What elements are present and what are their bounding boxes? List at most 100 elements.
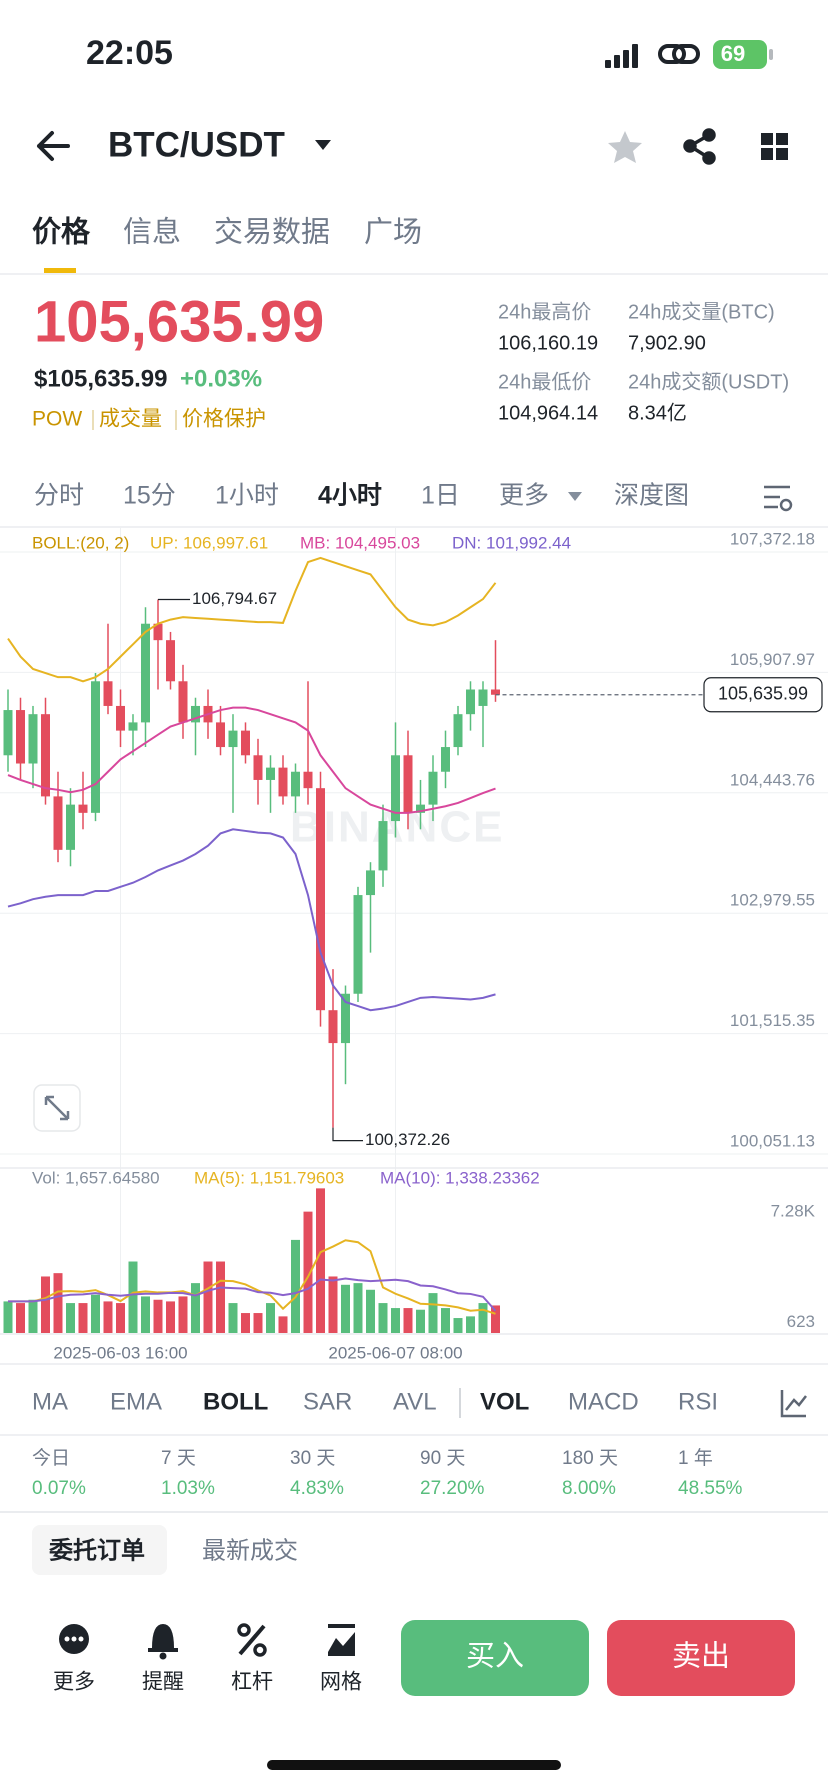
candle-body [391,755,400,822]
candle-body [53,796,63,850]
candle-body [91,681,100,813]
layout-button[interactable] [761,133,788,160]
volume-bar [28,1299,38,1333]
share-button[interactable] [683,128,716,165]
interval[interactable]: 更多 [499,482,549,510]
candle-body [453,714,463,748]
volume-bar [103,1301,113,1333]
usd-price: $105,635.99 [34,365,167,392]
volume-bar [316,1188,325,1333]
candle-body [228,730,238,748]
candle-body [266,767,275,780]
volume-bar [16,1303,25,1333]
stat-label: 24h成交量(BTC) [628,300,775,323]
indicator-line [7,828,496,1012]
last-price-box [703,677,823,713]
tab[interactable]: 广场 [364,216,422,249]
order-tab-active[interactable] [32,1525,167,1575]
volume-bar [403,1308,413,1333]
candle-body [441,747,450,772]
volume-bar [241,1313,250,1333]
volume-bar [491,1305,500,1333]
sell-label[interactable]: 卖出 [672,1640,730,1673]
volume-bar [178,1296,188,1333]
price-tag[interactable]: 价格保护 [182,408,266,431]
volume-bar [278,1316,288,1333]
volume-bar [428,1293,438,1333]
more-dropdown[interactable] [568,492,582,501]
indicator-tab[interactable]: VOL [480,1388,529,1415]
volume-bar [91,1294,100,1333]
interval[interactable]: 15分 [123,482,176,510]
battery: 69 [713,40,773,69]
candle-body [28,714,38,764]
indicator-tab[interactable]: SAR [303,1388,352,1415]
candle-body [216,722,225,748]
candle-body [328,1010,338,1044]
order-tab[interactable]: 委托订单 [48,1537,145,1564]
candle-body [403,755,413,813]
volume-bar [141,1296,150,1333]
y-tick-label: 100,051.13 [730,1131,815,1150]
pair-dropdown[interactable] [315,140,331,150]
price-tag[interactable]: POW [32,408,82,431]
back-button[interactable] [37,131,70,161]
interval[interactable]: 深度图 [614,482,689,510]
interval[interactable]: 分时 [34,482,84,510]
indicator-tab[interactable]: BOLL [203,1388,268,1415]
y-tick-label: 102,979.55 [730,891,815,910]
interval[interactable]: 1小时 [215,482,279,510]
y-tick-label: 105,907.97 [730,650,815,669]
indicator-settings[interactable] [780,1390,807,1418]
chart-settings[interactable] [764,485,793,512]
battery-level: 69 [721,41,745,66]
toolbar-label[interactable]: 网格 [320,1671,362,1694]
perf-label: 90 天 [420,1448,465,1469]
expand-button[interactable] [33,1084,81,1132]
candle-body [103,681,113,706]
candle-body [416,804,425,813]
tab[interactable]: 交易数据 [214,216,330,249]
perf-label: 180 天 [562,1448,618,1469]
volume-bar [478,1303,488,1333]
pair-title[interactable]: BTC/USDT [108,125,285,164]
perf-value: 1.03% [161,1478,215,1499]
tab[interactable]: 信息 [123,216,181,249]
indicator-tab[interactable]: RSI [678,1388,718,1415]
indicator-tab[interactable]: AVL [393,1388,437,1415]
tab-underline [44,268,76,273]
toolbar-label[interactable]: 提醒 [142,1671,184,1694]
legend-item: MA(10): 1,338.23362 [380,1168,540,1187]
order-tab[interactable]: 最新成交 [202,1537,298,1564]
candle-body [478,689,488,706]
link-icon [658,44,700,64]
indicator-tab[interactable]: MACD [568,1388,639,1415]
volume-bar [353,1283,363,1333]
volume-bar [3,1301,13,1333]
tab[interactable]: 价格 [32,216,91,249]
toolbar-label[interactable]: 杠杆 [231,1671,273,1694]
volume-bar [366,1289,375,1333]
buy-button[interactable] [401,1620,589,1696]
volume-bar [41,1276,50,1333]
buy-label[interactable]: 买入 [466,1641,524,1673]
indicator-tab[interactable]: EMA [110,1388,162,1415]
volume-bar [53,1273,63,1333]
favorite-star[interactable] [608,131,642,163]
volume-bar [191,1283,200,1333]
perf-label: 今日 [32,1447,70,1469]
stat-value: 106,160.19 [498,332,598,354]
volume-bar [128,1261,138,1333]
toolbar-label[interactable]: 更多 [53,1671,95,1694]
volume-bar [378,1303,388,1333]
perf-value: 27.20% [420,1478,485,1499]
price-tag[interactable]: 成交量 [99,408,162,431]
interval[interactable]: 1日 [421,482,460,510]
volume-bar [66,1303,75,1333]
sell-button[interactable] [607,1620,795,1696]
indicator-tab[interactable]: MA [32,1388,68,1415]
interval[interactable]: 4小时 [318,482,382,510]
candle-body [41,714,50,797]
signal-icon [605,44,638,68]
volume-bar [78,1303,88,1333]
